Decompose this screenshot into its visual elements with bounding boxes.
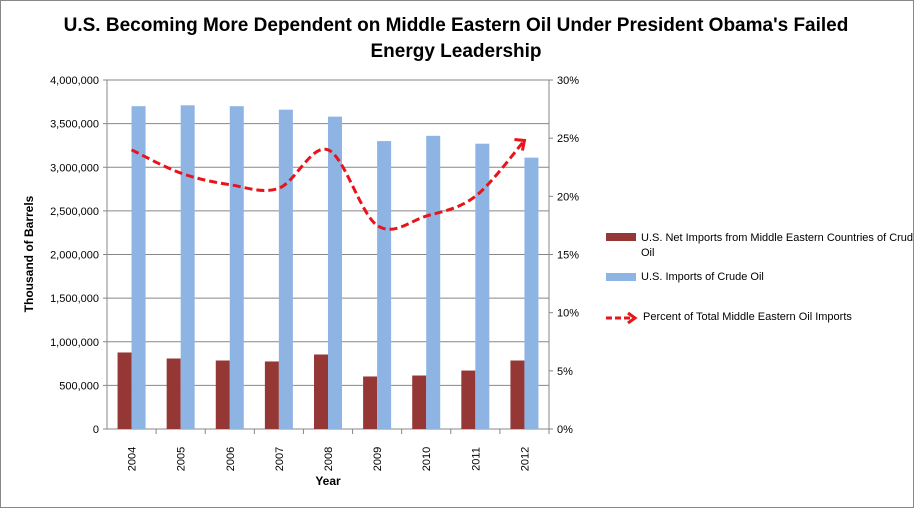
legend-label: U.S. Imports of Crude Oil (641, 271, 764, 283)
x-tick-label: 2010 (421, 447, 433, 471)
bar-net-imports (117, 352, 132, 429)
bar-total-imports (131, 106, 146, 430)
legend-label: Percent of Total Middle Eastern Oil Impo… (643, 311, 852, 323)
legend-label: U.S. Net Imports from Middle Eastern Cou… (641, 232, 914, 259)
bar-total-imports (475, 143, 490, 429)
y-tick-label: 1,500,000 (50, 293, 99, 305)
bar-total-imports (524, 157, 539, 429)
x-tick-label: 2006 (225, 447, 237, 471)
x-tick-label: 2005 (176, 447, 188, 471)
y2-tick-label: 10% (557, 308, 579, 320)
bar-net-imports (314, 354, 328, 429)
y-tick-label: 2,000,000 (50, 250, 99, 262)
bar-net-imports (461, 370, 476, 429)
bar-net-imports (215, 360, 230, 429)
bar-net-imports (363, 376, 378, 429)
y-tick-label: 4,000,000 (50, 75, 99, 87)
bar-total-imports (377, 141, 392, 429)
y2-tick-label: 30% (557, 75, 579, 87)
x-tick-label: 2007 (274, 447, 286, 471)
y2-tick-label: 25% (557, 133, 579, 145)
y-axis-label: Thousand of Barrels (22, 195, 36, 312)
y-tick-label: 3,500,000 (50, 119, 99, 131)
y-tick-label: 1,000,000 (50, 337, 99, 349)
bar-net-imports (264, 361, 279, 429)
chart-title: U.S. Becoming More Dependent on Middle E… (63, 15, 849, 62)
arrowhead-icon (514, 138, 527, 151)
y2-tick-label: 20% (557, 191, 579, 203)
y-tick-label: 3,000,000 (50, 162, 99, 174)
bar-net-imports (412, 375, 427, 429)
x-tick-label: 2008 (323, 447, 335, 471)
bar-total-imports (278, 109, 293, 429)
y-tick-label: 500,000 (59, 380, 99, 392)
y2-tick-label: 0% (557, 424, 573, 436)
x-tick-label: 2012 (519, 447, 531, 471)
bar-total-imports (328, 116, 342, 430)
x-tick-label: 2011 (470, 447, 482, 471)
bar-total-imports (180, 105, 195, 430)
y-tick-label: 2,500,000 (50, 206, 99, 218)
y2-tick-label: 15% (557, 250, 579, 262)
bar-net-imports (166, 358, 181, 429)
bar-total-imports (426, 135, 441, 429)
y-tick-label: 0 (93, 424, 99, 436)
percent-line (130, 139, 526, 231)
legend-swatch (606, 273, 636, 281)
y2-tick-label: 5% (557, 366, 573, 378)
legend-swatch (606, 233, 636, 241)
x-axis-label: Year (315, 474, 341, 488)
legend-arrow-icon (606, 311, 638, 325)
bar-net-imports (510, 360, 525, 429)
x-tick-label: 2004 (127, 447, 139, 471)
x-tick-label: 2009 (372, 447, 384, 471)
bar-total-imports (229, 106, 244, 430)
